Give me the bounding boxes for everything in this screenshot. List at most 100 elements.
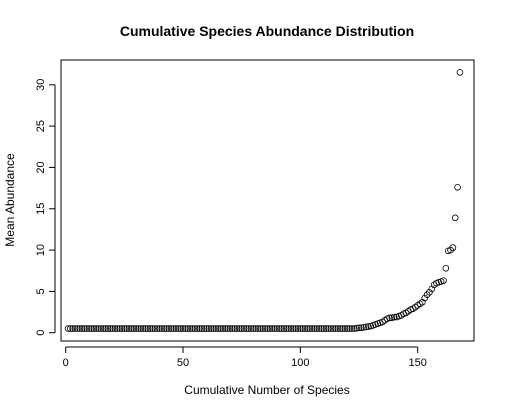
data-point: [299, 325, 306, 332]
data-point: [290, 325, 297, 332]
data-point: [212, 325, 220, 332]
data-point: [121, 325, 128, 332]
data-point: [64, 325, 72, 332]
data-point: [451, 214, 459, 222]
data-point: [334, 325, 342, 332]
data-point: [271, 325, 278, 332]
data-point: [245, 325, 253, 332]
y-tick-label: 10: [35, 244, 47, 256]
data-point: [118, 325, 126, 332]
data-point: [104, 325, 112, 332]
data-point: [294, 325, 302, 332]
data-point: [322, 325, 330, 332]
data-point: [193, 325, 201, 332]
data-point: [240, 325, 248, 332]
data-point: [130, 325, 138, 332]
data-point: [285, 325, 292, 332]
data-point: [97, 325, 105, 332]
data-point: [165, 325, 173, 332]
data-point: [146, 325, 154, 332]
data-point: [179, 325, 187, 332]
data-point: [205, 325, 213, 332]
data-point: [170, 325, 177, 332]
data-point: [144, 325, 152, 332]
y-tick-label: 15: [35, 203, 47, 215]
data-point: [111, 325, 119, 332]
x-axis-label: Cumulative Number of Species: [184, 383, 349, 397]
data-point: [252, 325, 260, 332]
data-point: [238, 325, 245, 332]
data-point: [137, 325, 145, 332]
data-point: [221, 325, 229, 332]
y-tick-label: 5: [35, 288, 47, 294]
data-point: [301, 325, 309, 332]
x-tick-label: 50: [177, 357, 189, 369]
data-point: [196, 325, 203, 332]
data-point: [318, 325, 325, 332]
data-point: [421, 294, 429, 302]
data-point: [125, 325, 133, 332]
data-point: [304, 325, 311, 332]
data-point: [341, 325, 349, 332]
data-point: [102, 325, 109, 332]
data-point: [308, 325, 316, 332]
data-point: [362, 323, 370, 331]
x-tick-label: 100: [291, 357, 309, 369]
data-point: [224, 325, 231, 332]
data-point: [233, 325, 241, 332]
data-point: [287, 325, 295, 332]
data-point: [313, 325, 321, 332]
data-point: [200, 325, 208, 332]
data-point: [177, 325, 184, 332]
data-point: [109, 325, 116, 332]
data-point: [236, 325, 243, 332]
plot-frame: [60, 59, 475, 342]
y-tick-label: 20: [35, 161, 47, 173]
data-point: [74, 325, 81, 332]
data-point: [78, 325, 86, 332]
data-point: [254, 325, 262, 332]
data-point: [456, 69, 464, 76]
data-point: [214, 325, 222, 332]
data-point: [327, 325, 335, 332]
data-point: [339, 325, 346, 332]
data-point: [106, 325, 114, 332]
data-point: [167, 325, 175, 332]
data-point: [172, 325, 180, 332]
data-point: [325, 325, 332, 332]
data-point: [116, 325, 123, 332]
data-point: [163, 325, 170, 332]
data-point: [90, 325, 98, 332]
data-point: [442, 264, 450, 272]
x-tick-label: 0: [63, 357, 69, 369]
data-point: [217, 325, 224, 332]
data-point: [135, 325, 142, 332]
data-point: [315, 325, 323, 332]
data-point: [358, 324, 365, 332]
data-point: [292, 325, 299, 332]
data-point: [186, 325, 194, 332]
data-point: [311, 325, 318, 332]
data-point: [139, 325, 147, 332]
data-point: [149, 325, 156, 332]
data-point: [198, 325, 206, 332]
data-point: [360, 324, 368, 331]
data-point: [67, 325, 74, 332]
data-points: [64, 69, 464, 332]
data-point: [250, 325, 257, 332]
data-point: [88, 325, 95, 332]
data-point: [76, 325, 84, 332]
y-tick-label: 0: [35, 330, 47, 336]
data-point: [449, 244, 457, 251]
y-axis-label: Mean Abundance: [3, 153, 17, 247]
data-point: [71, 325, 79, 332]
data-point: [343, 325, 351, 332]
data-point: [320, 325, 328, 332]
data-point: [158, 325, 166, 332]
data-point: [114, 325, 121, 332]
data-point: [207, 325, 215, 332]
data-point: [426, 288, 433, 296]
data-point: [189, 325, 196, 332]
data-point: [266, 325, 274, 332]
